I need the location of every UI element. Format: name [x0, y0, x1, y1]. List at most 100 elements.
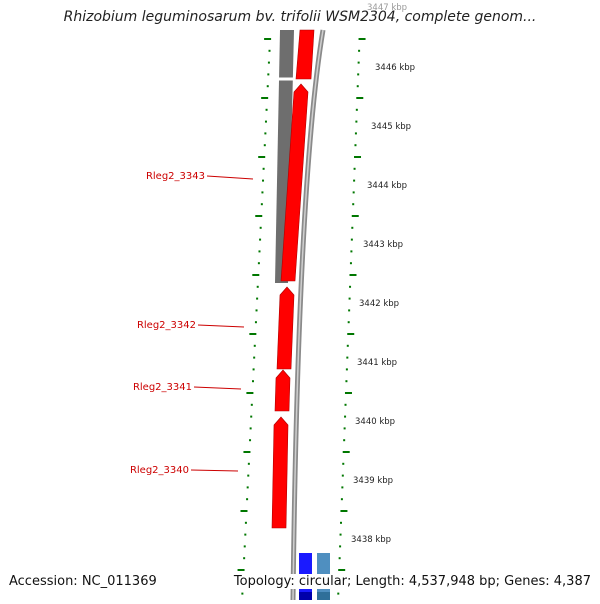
- tick-minor: [355, 120, 358, 123]
- tick-minor: [266, 85, 269, 88]
- ruler-label: 3447 kbp: [367, 3, 407, 13]
- tick-minor: [268, 49, 271, 52]
- gene-arrow-rleg2-3340: [271, 416, 289, 529]
- tick-minor: [342, 462, 345, 465]
- tick-minor: [267, 61, 270, 64]
- gene-arrow-rleg2-3341: [274, 369, 291, 412]
- gene-labels: Rleg2_3343 Rleg2_3342 Rleg2_3341 Rleg2_3…: [130, 171, 254, 476]
- feature-light-blue-stripe: [317, 592, 330, 600]
- ruler-label: 3443 kbp: [363, 240, 403, 250]
- gene-arrow-rleg2-3342: [276, 286, 295, 370]
- tick-minor: [259, 226, 262, 229]
- ruler-label: 3445 kbp: [371, 122, 411, 132]
- tick-minor: [247, 474, 250, 477]
- ruler-label: 3441 kbp: [357, 358, 397, 368]
- tick-minor: [244, 533, 247, 536]
- gene-arrow-top: [295, 29, 315, 80]
- tick-minor: [265, 108, 268, 111]
- tick-minor: [252, 368, 255, 371]
- ruler-label: 3438 kbp: [351, 535, 391, 545]
- tick-minor: [264, 132, 267, 135]
- gene-leader-rleg2-3340: [190, 469, 239, 472]
- tick-minor: [345, 368, 348, 371]
- tick-major: [243, 451, 251, 453]
- gene-label-rleg2-3340[interactable]: Rleg2_3340: [130, 465, 189, 476]
- tick-minor: [357, 73, 360, 76]
- tick-minor: [251, 380, 254, 383]
- gene-arrow-rleg2-3343: [280, 83, 309, 282]
- tick-minor: [351, 226, 354, 229]
- tick-minor: [346, 344, 349, 347]
- ruler-labels: 3447 kbp 3446 kbp 3445 kbp 3444 kbp 3443…: [351, 3, 415, 545]
- gene-label-rleg2-3341[interactable]: Rleg2_3341: [133, 382, 192, 393]
- tick-major: [240, 510, 248, 512]
- tick-major: [351, 215, 359, 217]
- tick-minor: [264, 120, 267, 123]
- genome-title: Rhizobium leguminosarum bv. trifolii WSM…: [63, 9, 537, 25]
- tick-minor: [354, 132, 357, 135]
- backbone-inner: [292, 29, 324, 601]
- tick-minor: [339, 521, 342, 524]
- tick-minor: [341, 474, 344, 477]
- gene-leader-rleg2-3341: [193, 386, 242, 390]
- tick-minor: [250, 403, 253, 406]
- tick-major: [340, 510, 348, 512]
- tick-minor: [250, 415, 253, 418]
- tick-minor: [257, 262, 260, 265]
- tick-minor: [346, 356, 349, 359]
- tick-marks: [237, 38, 366, 595]
- gene-label-rleg2-3342[interactable]: Rleg2_3342: [137, 320, 196, 331]
- tick-major: [258, 156, 266, 158]
- ruler-label: 3444 kbp: [367, 181, 407, 191]
- tick-major: [354, 156, 362, 158]
- ruler-label: 3446 kbp: [375, 63, 415, 73]
- tick-major: [237, 569, 245, 571]
- tick-minor: [344, 403, 347, 406]
- tick-minor: [350, 250, 353, 253]
- gene-label-rleg2-3343[interactable]: Rleg2_3343: [146, 171, 205, 182]
- tick-minor: [338, 557, 341, 560]
- tick-minor: [254, 321, 257, 324]
- tick-minor: [343, 439, 346, 442]
- tick-minor: [352, 203, 355, 206]
- genome-stats-text: Topology: circular; Length: 4,537,948 bp…: [229, 574, 591, 589]
- tick-major: [358, 38, 366, 40]
- tick-minor: [349, 262, 352, 265]
- tick-major: [261, 97, 269, 99]
- tick-minor: [253, 356, 256, 359]
- tick-minor: [355, 108, 358, 111]
- tick-minor: [263, 144, 266, 147]
- tick-minor: [241, 592, 244, 595]
- tick-minor: [349, 285, 352, 288]
- tick-minor: [348, 297, 351, 300]
- tick-minor: [339, 545, 342, 548]
- tick-minor: [253, 344, 256, 347]
- tick-minor: [261, 191, 264, 194]
- tick-minor: [262, 167, 265, 170]
- tick-major: [342, 451, 350, 453]
- tick-minor: [350, 238, 353, 241]
- tick-major: [252, 274, 260, 276]
- feature-blue-stripe: [299, 592, 312, 600]
- tick-minor: [357, 61, 360, 64]
- tick-minor: [356, 85, 359, 88]
- tick-minor: [256, 285, 259, 288]
- tick-minor: [353, 167, 356, 170]
- tick-major: [255, 215, 263, 217]
- gene-leader-rleg2-3342: [197, 324, 245, 328]
- tick-minor: [267, 73, 270, 76]
- tick-minor: [243, 545, 246, 548]
- tick-major: [249, 333, 257, 335]
- tick-minor: [246, 486, 249, 489]
- tick-minor: [341, 486, 344, 489]
- tick-minor: [348, 309, 351, 312]
- tick-minor: [352, 191, 355, 194]
- ruler-label: 3442 kbp: [359, 299, 399, 309]
- tick-minor: [347, 321, 350, 324]
- tick-minor: [256, 297, 259, 300]
- accession-text: Accession: NC_011369: [9, 574, 157, 589]
- tick-minor: [343, 427, 346, 430]
- tick-minor: [255, 309, 258, 312]
